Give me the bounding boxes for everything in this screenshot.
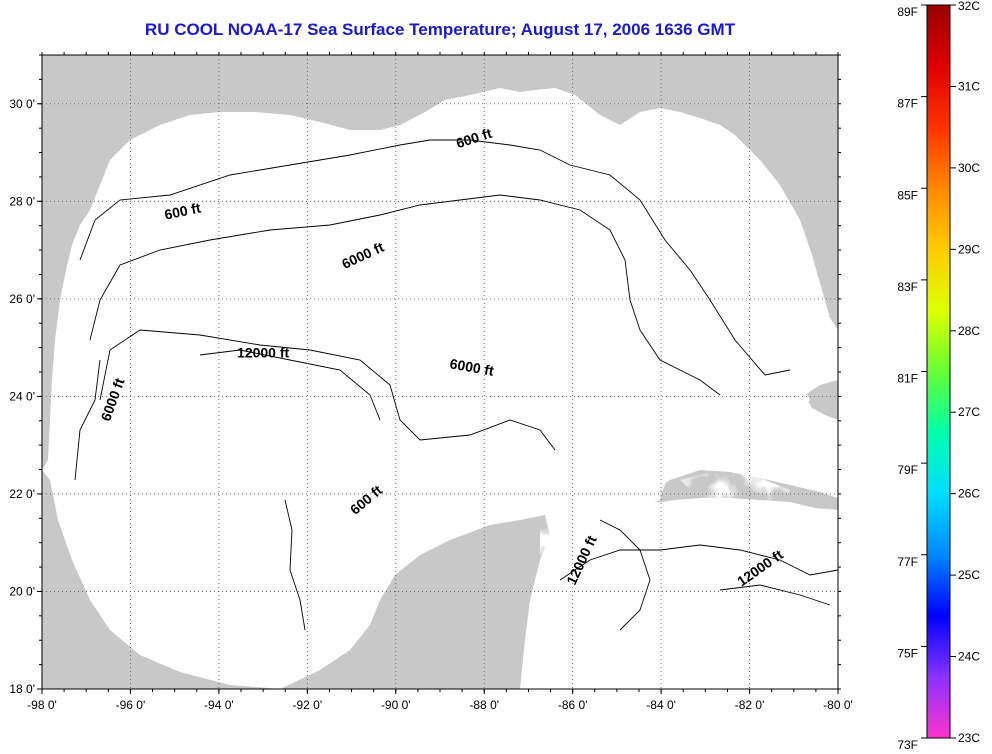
colorbar-f-label: 89F: [897, 5, 918, 19]
map-title: RU COOL NOAA-17 Sea Surface Temperature;…: [144, 20, 736, 39]
y-tick-label: 20 0': [9, 584, 35, 598]
colorbar-c-label: 25C: [958, 568, 980, 582]
y-tick-label: 24 0': [9, 389, 35, 403]
colorbar-scale: [926, 4, 951, 739]
colorbar-c-label: 26C: [958, 487, 980, 501]
colorbar-f-label: 81F: [897, 372, 918, 386]
bathymetry-contours: [74, 139, 838, 631]
colorbar-c-label: 30C: [958, 161, 980, 175]
colorbar-fahrenheit-labels: 89F 87F 85F 83F 81F 79F 77F 75F 73F: [897, 4, 927, 752]
x-tick-label: -88 0': [469, 698, 499, 712]
x-tick-label: -84 0': [646, 698, 676, 712]
sst-field: [60, 100, 838, 689]
x-tick-label: -96 0': [116, 698, 146, 712]
y-tick-label: 18 0': [9, 682, 35, 696]
y-tick-label: 30 0': [9, 97, 35, 111]
x-tick-label: -98 0': [27, 698, 57, 712]
colorbar-c-label: 24C: [958, 650, 980, 664]
x-tick-label: -92 0': [293, 698, 323, 712]
x-tick-label: -86 0': [558, 698, 588, 712]
contour-label: 12000 ft: [237, 344, 289, 360]
colorbar-c-label: 23C: [958, 731, 980, 745]
y-axis: 30 0' 28 0' 26 0' 24 0' 22 0' 20 0' 18 0': [9, 54, 841, 696]
colorbar-c-label: 27C: [958, 405, 980, 419]
colorbar-f-label: 79F: [897, 463, 918, 477]
x-axis: -98 0' -96 0' -94 0' -92 0' -90 0' -88 0' -86 …: [27, 52, 853, 712]
x-tick-label: -82 0': [735, 698, 765, 712]
colorbar-c-label: 32C: [958, 0, 980, 13]
y-tick-label: 22 0': [9, 487, 35, 501]
colorbar-c-label: 29C: [958, 242, 980, 256]
colorbar-celsius-labels: 32C 31C 30C 29C 28C 27C 26C 25C 24C 23C: [950, 0, 980, 745]
y-tick-label: 26 0': [9, 292, 35, 306]
y-tick-label: 28 0': [9, 194, 35, 208]
colorbar-f-label: 73F: [897, 738, 918, 752]
contour-label: 6000 ft: [449, 355, 496, 379]
colorbar-f-label: 77F: [897, 555, 918, 569]
x-tick-label: -80 0': [823, 698, 853, 712]
colorbar-c-label: 28C: [958, 324, 980, 338]
cloud-masks: [120, 100, 690, 520]
contour-label: 600 ft: [163, 199, 202, 222]
land-bahamas: [805, 380, 838, 420]
colorbar-f-label: 83F: [897, 280, 918, 294]
colorbar-c-label: 31C: [958, 79, 980, 93]
x-tick-label: -94 0': [204, 698, 234, 712]
colorbar-f-label: 87F: [897, 97, 918, 111]
land-usa: [42, 55, 838, 470]
colorbar-f-label: 75F: [897, 646, 918, 660]
colorbar-f-label: 85F: [897, 188, 918, 202]
x-tick-label: -90 0': [381, 698, 411, 712]
land-mexico: [42, 470, 550, 689]
lat-lon-grid: [42, 55, 838, 689]
